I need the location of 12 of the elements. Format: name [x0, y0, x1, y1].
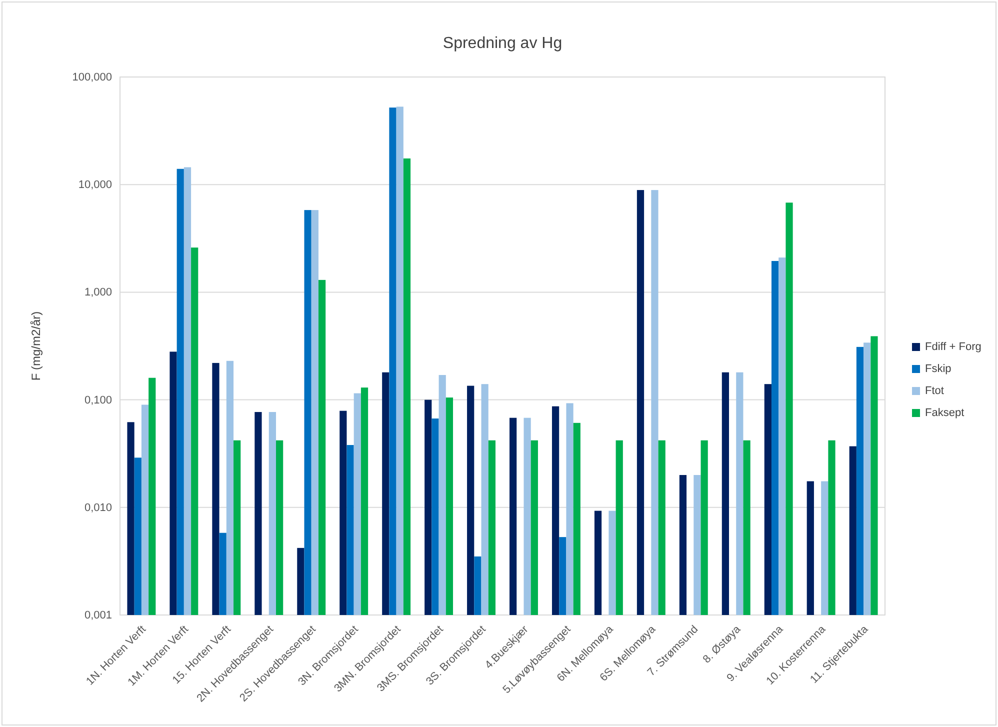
- y-tick-label: 0,001: [84, 610, 112, 622]
- y-tick-label: 0,100: [84, 394, 112, 406]
- legend-label: Fskip: [925, 363, 952, 375]
- legend-label: Fdiff + Forg: [925, 341, 982, 353]
- y-tick-label: 100,000: [72, 72, 112, 84]
- y-tick-label: 10,000: [78, 179, 112, 192]
- legend-label: Ftot: [925, 385, 944, 397]
- legend-label: Faksept: [925, 407, 964, 419]
- y-tick-label: 1,000: [84, 286, 112, 299]
- y-tick-label: 0,010: [84, 502, 112, 514]
- y-axis-title: F (mg/m2/år): [29, 311, 43, 381]
- chart-title: Spredning av Hg: [442, 35, 562, 52]
